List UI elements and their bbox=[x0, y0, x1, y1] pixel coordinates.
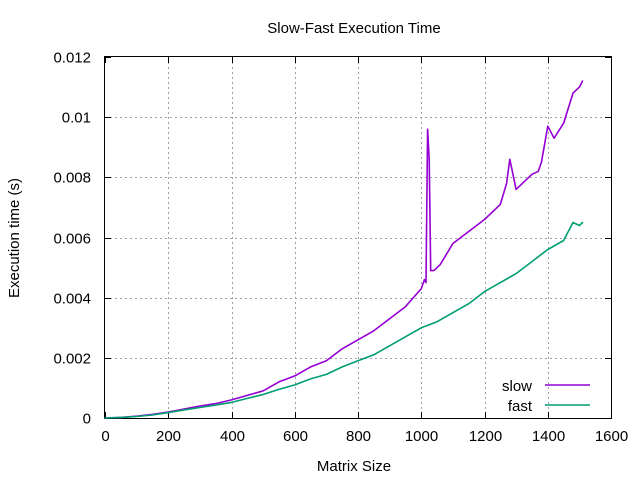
x-tick-labels: 0 200 400 600 800 1000 1200 1400 1600 bbox=[101, 428, 628, 445]
x-tick-label: 1400 bbox=[532, 428, 565, 445]
y-tick-label: 0.006 bbox=[53, 231, 91, 248]
x-tick-label: 800 bbox=[346, 428, 371, 445]
x-tick-label: 1000 bbox=[405, 428, 438, 445]
x-tick-label: 600 bbox=[283, 428, 308, 445]
y-tick-label: 0.01 bbox=[62, 110, 91, 127]
y-tick-labels: 0 0.002 0.004 0.006 0.008 0.01 0.012 bbox=[53, 50, 91, 428]
legend-label-slow: slow bbox=[502, 378, 532, 395]
series-line-fast bbox=[104, 221, 584, 419]
series-line-slow bbox=[104, 80, 584, 419]
x-tick-label: 1600 bbox=[595, 428, 628, 445]
plot-frame bbox=[104, 56, 612, 419]
axis-ticks bbox=[105, 57, 612, 419]
y-tick-label: 0.002 bbox=[53, 351, 91, 368]
x-tick-label: 400 bbox=[220, 428, 245, 445]
series-lines bbox=[104, 80, 584, 419]
y-tick-label: 0.008 bbox=[53, 170, 91, 187]
y-tick-label: 0.012 bbox=[53, 50, 91, 67]
y-tick-label: 0 bbox=[83, 411, 91, 428]
x-tick-label: 1200 bbox=[469, 428, 502, 445]
y-tick-label: 0.004 bbox=[53, 291, 91, 308]
grid-lines bbox=[105, 57, 611, 418]
chart-title: Slow-Fast Execution Time bbox=[267, 20, 440, 37]
y-axis-label: Execution time (s) bbox=[6, 178, 23, 298]
legend-label-fast: fast bbox=[508, 398, 533, 415]
x-tick-label: 200 bbox=[156, 428, 181, 445]
legend: slow fast bbox=[502, 378, 590, 415]
x-axis-label: Matrix Size bbox=[317, 458, 391, 475]
x-tick-label: 0 bbox=[101, 428, 109, 445]
